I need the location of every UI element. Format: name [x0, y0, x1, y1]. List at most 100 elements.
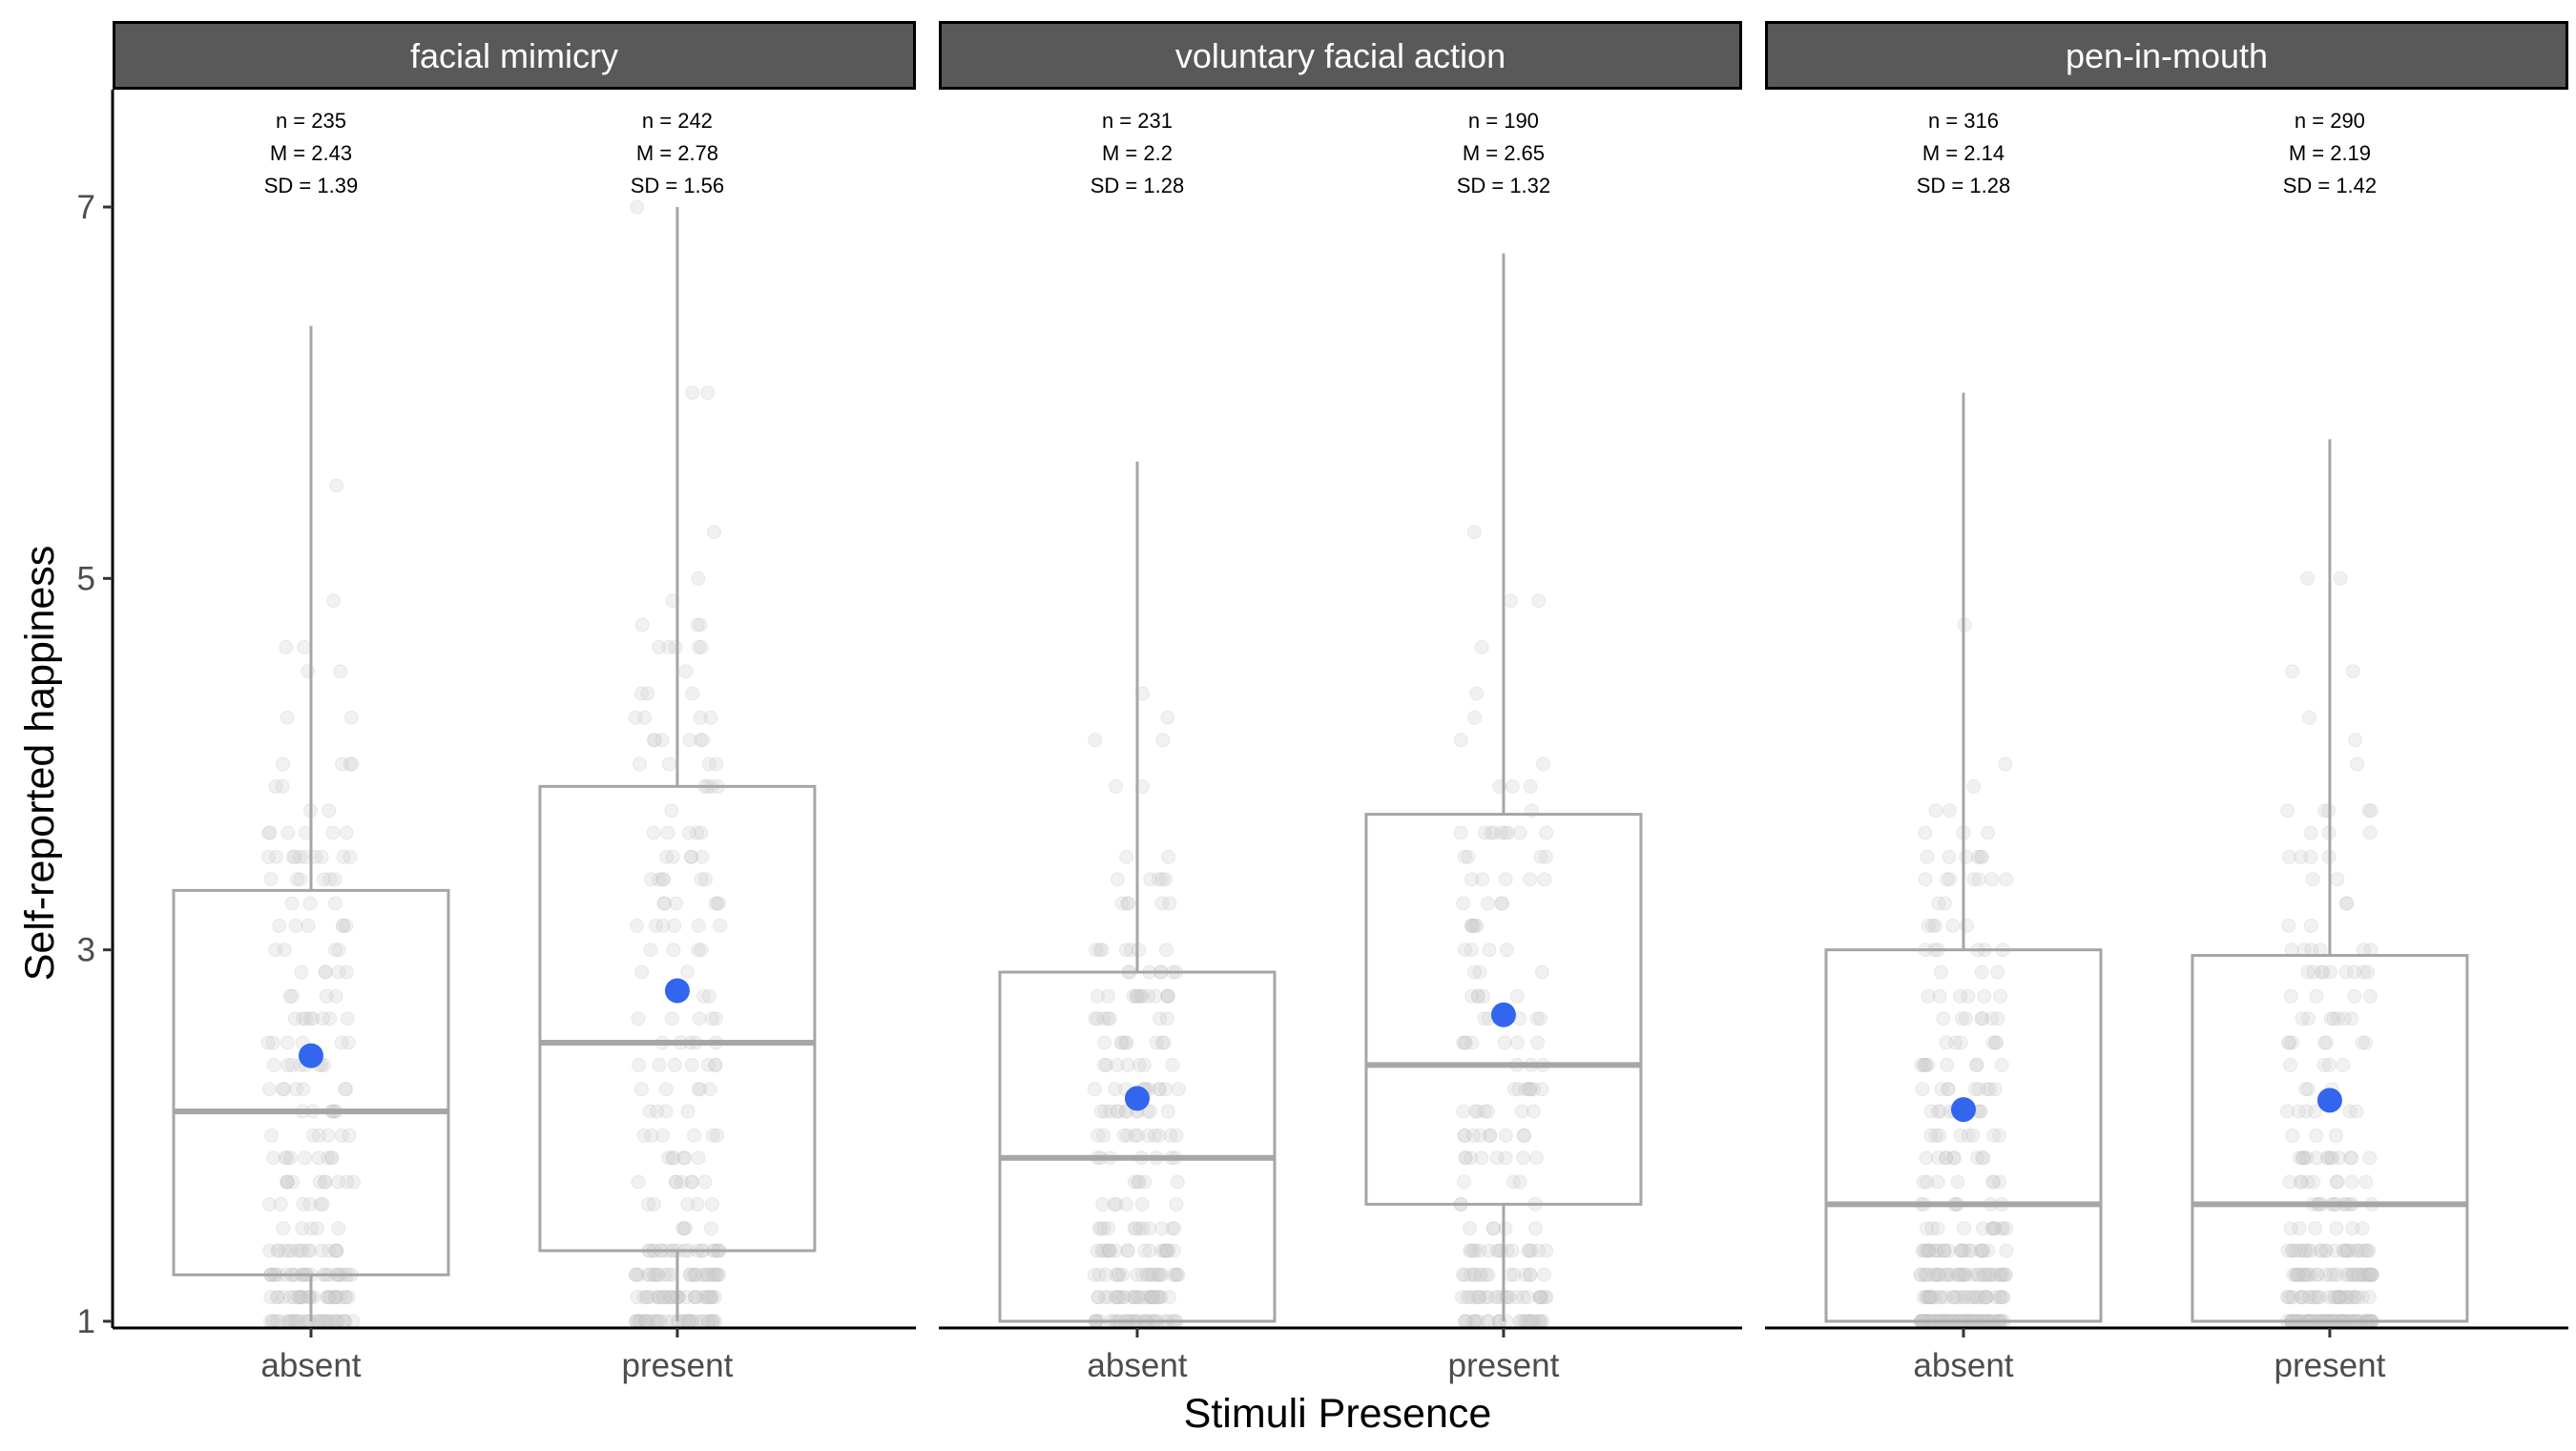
- jitter-point: [1499, 943, 1514, 958]
- jitter-point: [677, 1221, 693, 1236]
- jitter-point: [1988, 1035, 2004, 1050]
- jitter-point: [299, 825, 313, 840]
- jitter-point: [282, 988, 298, 1004]
- jitter-point: [660, 825, 675, 840]
- jitter-point: [666, 1150, 681, 1166]
- x-tick-label: present: [622, 1347, 734, 1384]
- jitter-point: [2340, 1290, 2356, 1305]
- jitter-point: [1151, 1267, 1166, 1282]
- jitter-point: [314, 1243, 329, 1258]
- jitter-point: [2342, 1104, 2358, 1119]
- jitter-point: [1973, 849, 1988, 864]
- jitter-point: [1539, 1243, 1554, 1258]
- jitter-point: [708, 1057, 723, 1072]
- jitter-point: [276, 757, 290, 772]
- jitter-point: [295, 1290, 310, 1305]
- jitter-point: [1156, 1035, 1172, 1050]
- jitter-point: [277, 943, 292, 958]
- jitter-point: [641, 1196, 655, 1212]
- jitter-point: [2292, 1150, 2307, 1166]
- jitter-point: [1120, 1243, 1135, 1258]
- jitter-point: [2295, 1150, 2310, 1166]
- jitter-point: [2280, 803, 2296, 819]
- jitter-point: [2292, 1267, 2307, 1282]
- jitter-point: [1940, 1267, 1955, 1282]
- jitter-point: [1485, 1221, 1501, 1236]
- jitter-point: [2332, 1290, 2347, 1305]
- jitter-point: [1971, 872, 1986, 887]
- jitter-point: [1919, 1290, 1934, 1305]
- jitter-point: [321, 1128, 336, 1143]
- jitter-point: [656, 896, 672, 911]
- jitter-point: [2339, 896, 2355, 911]
- jitter-point: [1959, 849, 1974, 864]
- jitter-point: [694, 639, 709, 654]
- jitter-point: [1137, 1243, 1153, 1258]
- jitter-point: [2293, 1174, 2308, 1190]
- jitter-point: [1931, 1267, 1946, 1282]
- jitter-point: [1933, 1290, 1948, 1305]
- jitter-point: [1938, 1267, 1953, 1282]
- jitter-point: [2303, 825, 2318, 840]
- jitter-point: [1137, 1057, 1152, 1072]
- jitter-point: [1461, 849, 1476, 864]
- jitter-point: [1481, 1267, 1496, 1282]
- jitter-point: [270, 1243, 285, 1258]
- jitter-point: [1516, 1150, 1530, 1166]
- jitter-point: [1472, 1290, 1487, 1305]
- jitter-point: [700, 385, 716, 401]
- jitter-point: [2338, 964, 2354, 980]
- jitter-point: [1087, 1267, 1102, 1282]
- jitter-point: [2291, 1267, 2305, 1282]
- jitter-point: [693, 710, 708, 725]
- jitter-point: [664, 1011, 679, 1026]
- jitter-point: [1143, 1104, 1157, 1119]
- jitter-point: [1932, 988, 1947, 1004]
- jitter-point: [1091, 1128, 1106, 1143]
- jitter-point: [311, 1128, 326, 1143]
- jitter-point: [1091, 1267, 1107, 1282]
- n-label: n = 290: [2295, 109, 2365, 133]
- jitter-point: [2333, 1290, 2348, 1305]
- jitter-point: [710, 896, 725, 911]
- jitter-point: [1976, 1267, 1990, 1282]
- jitter-point: [2329, 1174, 2344, 1190]
- jitter-point: [1477, 1011, 1492, 1026]
- jitter-point: [2280, 1243, 2296, 1258]
- jitter-point: [1486, 1221, 1502, 1236]
- box: [1824, 948, 2103, 1323]
- jitter-point: [1998, 1267, 2013, 1282]
- jitter-point: [1970, 849, 1985, 864]
- jitter-point: [692, 1011, 707, 1026]
- jitter-point: [1121, 896, 1135, 911]
- jitter-point: [655, 1128, 671, 1143]
- jitter-point: [1942, 872, 1958, 887]
- jitter-point: [695, 849, 710, 864]
- jitter-point: [708, 1011, 723, 1026]
- jitter-point: [2292, 1243, 2307, 1258]
- jitter-point: [1927, 918, 1942, 933]
- jitter-point: [634, 617, 650, 632]
- jitter-point: [1100, 988, 1115, 1004]
- jitter-point: [689, 1290, 704, 1305]
- jitter-point: [1521, 1082, 1536, 1097]
- jitter-point: [1518, 1267, 1533, 1282]
- jitter-point: [1523, 1267, 1538, 1282]
- jitter-point: [1152, 1290, 1167, 1305]
- jitter-point: [2360, 1267, 2376, 1282]
- jitter-point: [684, 1174, 699, 1190]
- jitter-point: [1505, 1243, 1520, 1258]
- jitter-point: [1109, 1290, 1124, 1305]
- jitter-point: [1955, 1243, 1970, 1258]
- jitter-point: [1511, 1082, 1527, 1097]
- jitter-point: [301, 1290, 316, 1305]
- jitter-point: [1130, 988, 1144, 1004]
- jitter-point: [1993, 988, 2008, 1004]
- jitter-point: [2291, 1104, 2306, 1119]
- jitter-point: [1131, 1174, 1146, 1190]
- jitter-point: [1160, 988, 1175, 1004]
- jitter-point: [684, 1174, 699, 1190]
- jitter-point: [697, 1174, 713, 1190]
- jitter-point: [1533, 849, 1548, 864]
- jitter-point: [1468, 1104, 1483, 1119]
